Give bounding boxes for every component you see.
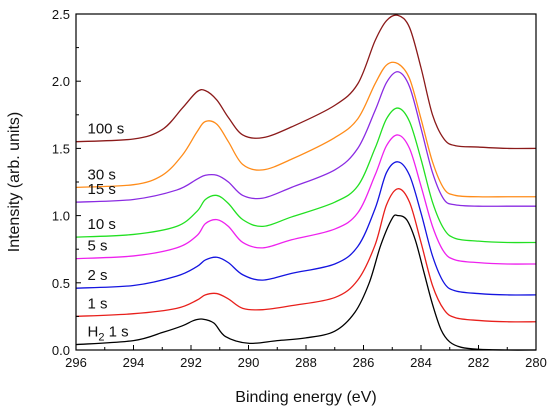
series-layer	[75, 14, 537, 351]
series-label: 30 s	[88, 166, 116, 183]
x-tick-label: 288	[295, 355, 317, 370]
series-label: 100 s	[88, 121, 125, 138]
y-tick-label: 1.5	[52, 141, 70, 156]
series-label: 2 s	[88, 267, 108, 284]
y-tick-label: 2.5	[52, 7, 70, 22]
series-label: 10 s	[88, 216, 116, 233]
series-line	[75, 61, 536, 198]
series-line	[75, 214, 537, 351]
series-line	[75, 161, 537, 296]
x-tick-label: 282	[468, 355, 490, 370]
y-tick-label: 2.0	[52, 74, 70, 89]
x-tick-label: 294	[123, 355, 145, 370]
series-label: H2 1 s	[88, 324, 129, 344]
series-line	[75, 71, 537, 207]
series-label: 15 s	[88, 181, 116, 198]
series-line	[75, 134, 537, 265]
x-axis-title: Binding energy (eV)	[235, 389, 376, 406]
series-line	[75, 188, 537, 323]
series-labels: H2 1 s 1 s 2 s 5 s 10 s 15 s30 s 100 s	[88, 121, 129, 344]
x-tick-label: 280	[525, 355, 547, 370]
y-axis-title: Intensity (arb. units)	[6, 112, 23, 253]
x-tick-label: 284	[410, 355, 432, 370]
y-tick-label: 0.0	[52, 343, 70, 358]
y-tick-label: 0.5	[52, 276, 70, 291]
series-label: 1 s	[88, 295, 108, 312]
y-tick-label: 1.0	[52, 209, 70, 224]
series-label: 5 s	[88, 238, 108, 255]
series-line	[75, 14, 537, 150]
series-line	[75, 107, 537, 244]
x-tick-label: 290	[238, 355, 260, 370]
x-tick-label: 296	[65, 355, 87, 370]
ticks-layer: 296 294 292 290 288 286 284 282 280 0.0 0.5 1.0 1.5 2…	[52, 7, 547, 370]
x-tick-label: 286	[353, 355, 375, 370]
x-tick-label: 292	[180, 355, 202, 370]
